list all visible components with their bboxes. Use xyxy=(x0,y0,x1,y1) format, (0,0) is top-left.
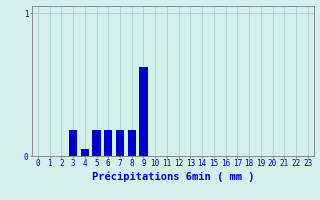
Bar xyxy=(92,130,101,156)
Bar xyxy=(116,130,124,156)
X-axis label: Précipitations 6min ( mm ): Précipitations 6min ( mm ) xyxy=(92,171,254,182)
Bar xyxy=(140,67,148,156)
Bar xyxy=(69,130,77,156)
Bar xyxy=(81,149,89,156)
Bar xyxy=(128,130,136,156)
Bar xyxy=(104,130,112,156)
